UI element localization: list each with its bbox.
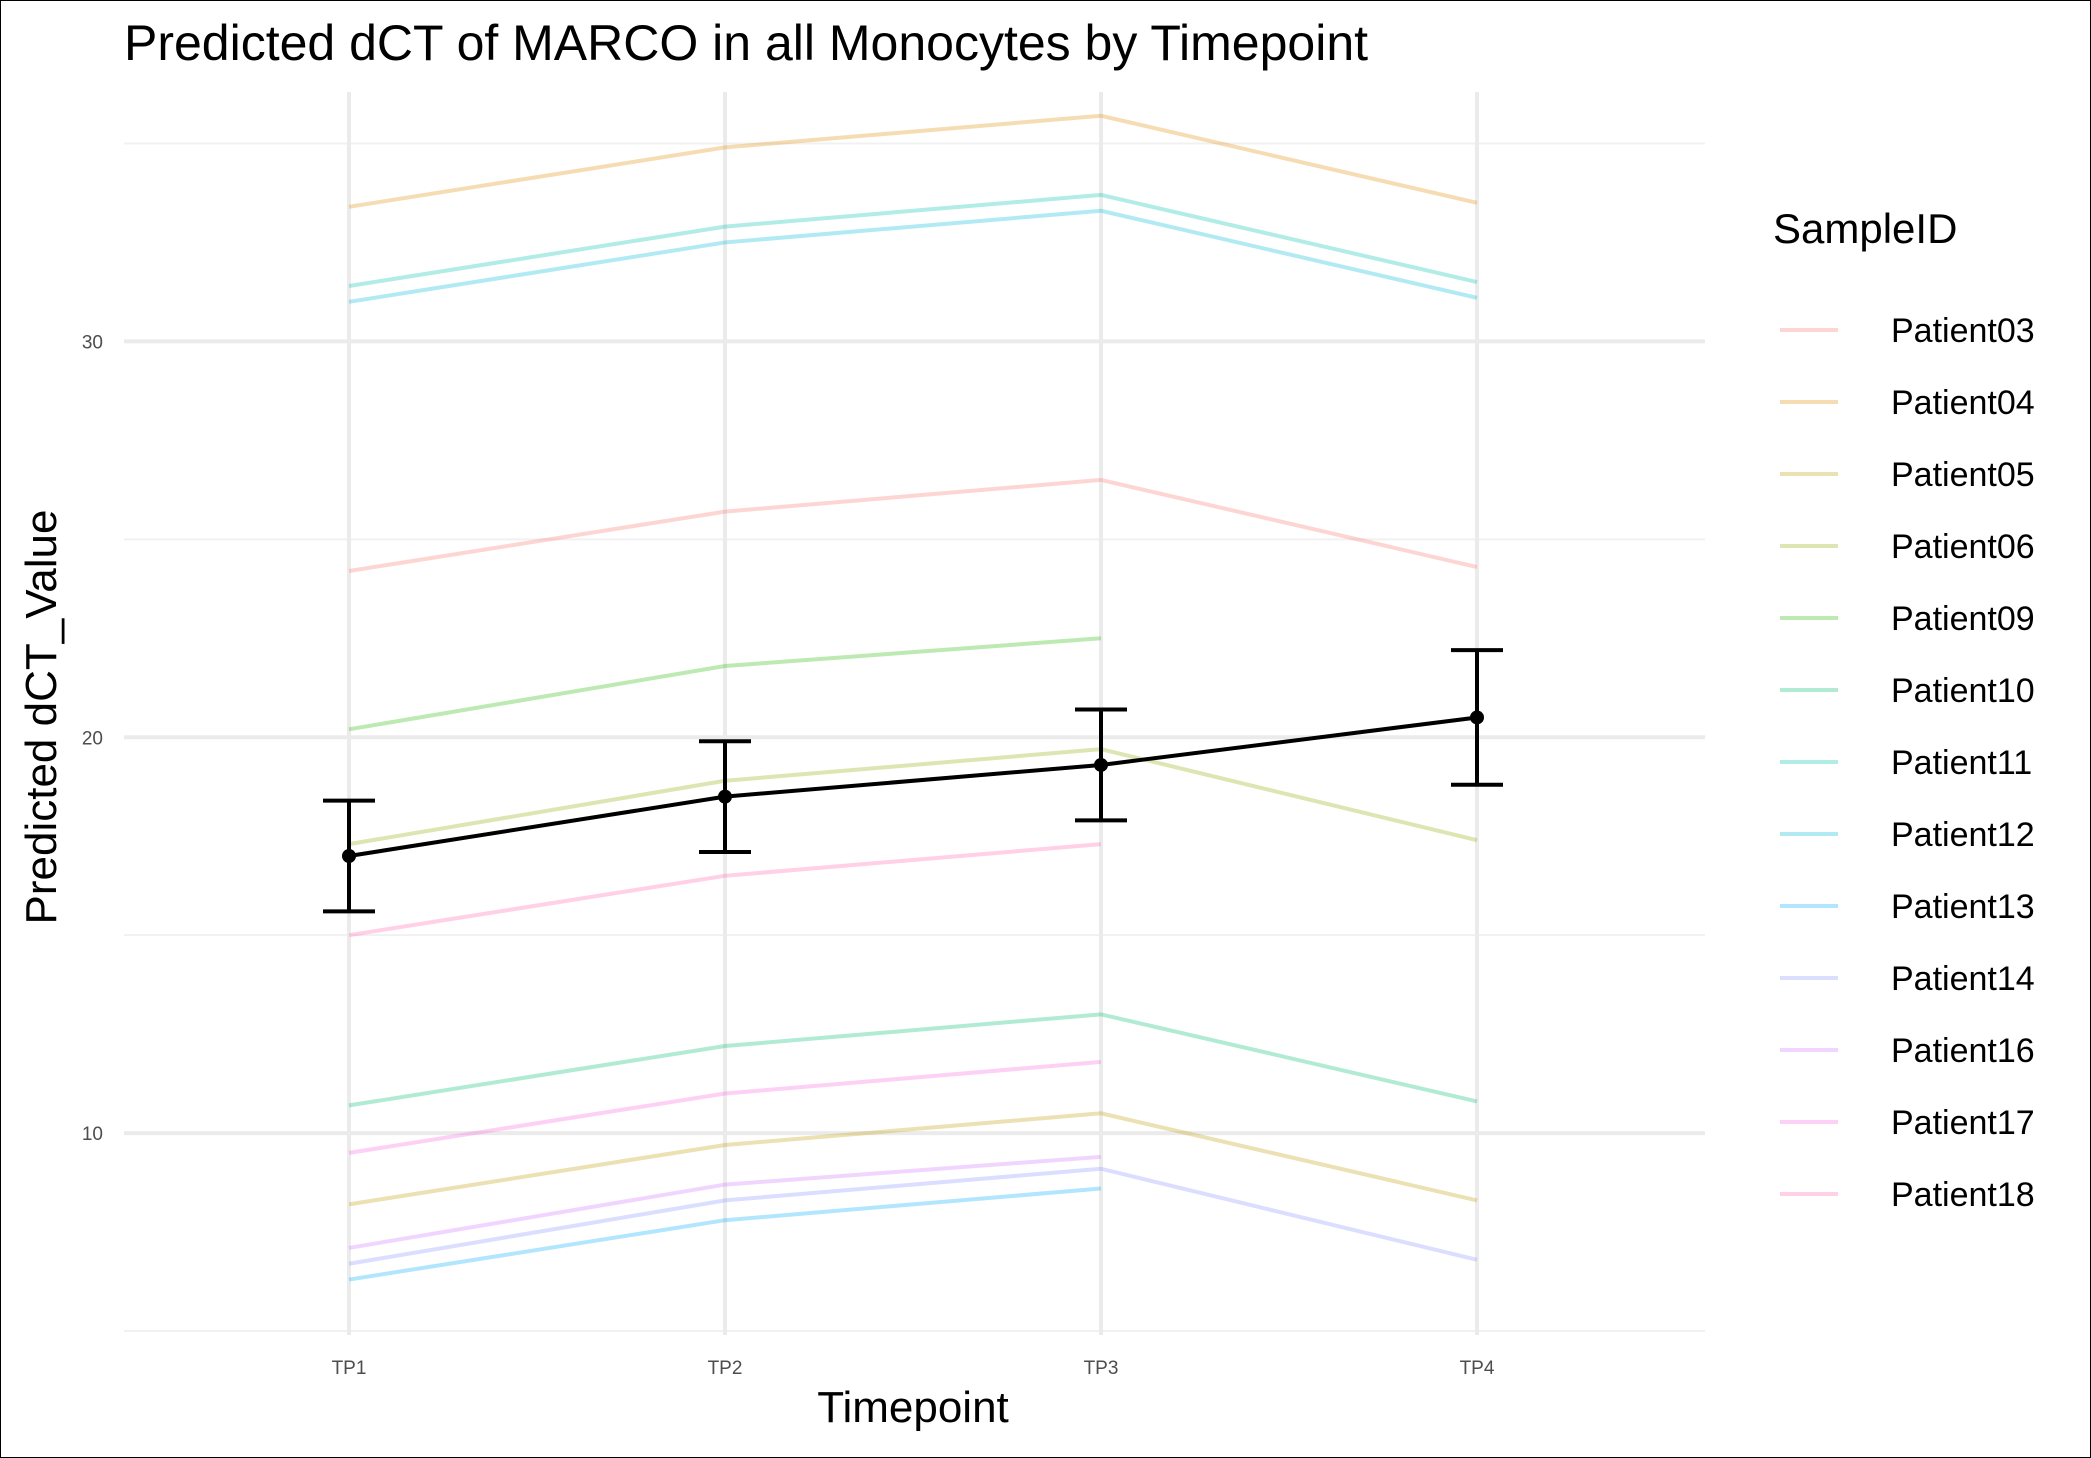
legend-item-label: Patient12 xyxy=(1891,816,2035,854)
series-line-patient17 xyxy=(348,1059,1102,1155)
x-tick-label: TP2 xyxy=(708,1358,743,1379)
legend-item-label: Patient16 xyxy=(1891,1032,2035,1070)
legend-item-label: Patient03 xyxy=(1891,312,2035,350)
minor-gridlines xyxy=(124,142,1705,1333)
series-line-patient18 xyxy=(348,842,1102,938)
x-axis-ticks: TP1 TP2 TP3 TP4 xyxy=(332,1358,1495,1379)
legend-item-label: Patient04 xyxy=(1891,384,2035,422)
mean-point xyxy=(1470,710,1484,725)
x-tick-label: TP4 xyxy=(1460,1358,1495,1379)
mean-point xyxy=(342,849,356,864)
legend-item-label: Patient06 xyxy=(1891,528,2035,566)
legend-item-label: Patient09 xyxy=(1891,600,2035,638)
legend-item-label: Patient05 xyxy=(1891,456,2035,494)
y-tick-label: 30 xyxy=(82,332,103,353)
legend-item-label: Patient10 xyxy=(1891,672,2035,710)
mean-point xyxy=(718,789,732,804)
legend-item-label: Patient18 xyxy=(1891,1176,2035,1214)
x-tick-label: TP1 xyxy=(332,1358,367,1379)
series-line-patient03 xyxy=(348,477,1478,573)
series-line-patient16 xyxy=(348,1154,1102,1250)
y-axis-title: Predicted dCT_Value xyxy=(17,510,66,925)
series-line-patient06 xyxy=(348,747,1478,847)
series-line-patient12 xyxy=(348,208,1478,304)
patient-series xyxy=(348,113,1478,1282)
y-tick-label: 20 xyxy=(82,728,103,749)
legend-title: SampleID xyxy=(1773,205,1957,252)
series-line-patient09 xyxy=(348,636,1102,732)
chart-title: Predicted dCT of MARCO in all Monocytes … xyxy=(124,15,1368,71)
legend-item-label: Patient14 xyxy=(1891,960,2035,998)
series-line-patient05 xyxy=(348,1111,1478,1207)
mean-line xyxy=(348,715,1478,858)
legend-item-label: Patient17 xyxy=(1891,1104,2035,1142)
mean-series xyxy=(323,648,1503,914)
legend-items: Patient03 Patient04 Patient05 Patient06 Pati… xyxy=(1780,312,2035,1214)
mean-point xyxy=(1094,757,1108,772)
series-line-patient13 xyxy=(348,1186,1102,1282)
y-tick-label: 10 xyxy=(82,1124,103,1145)
y-axis-ticks: 10 20 30 xyxy=(82,332,103,1145)
legend: SampleID Patient03Patient04Patient05Pati… xyxy=(1773,205,2035,1214)
series-line-patient04 xyxy=(348,113,1478,209)
legend-item-label: Patient11 xyxy=(1891,744,2032,782)
series-line-patient11 xyxy=(348,192,1478,288)
x-axis-title: Timepoint xyxy=(817,1383,1009,1432)
series-line-patient14 xyxy=(348,1166,1478,1266)
x-tick-label: TP3 xyxy=(1084,1358,1119,1379)
series-line-patient10 xyxy=(348,1012,1478,1108)
legend-item-label: Patient13 xyxy=(1891,888,2035,926)
